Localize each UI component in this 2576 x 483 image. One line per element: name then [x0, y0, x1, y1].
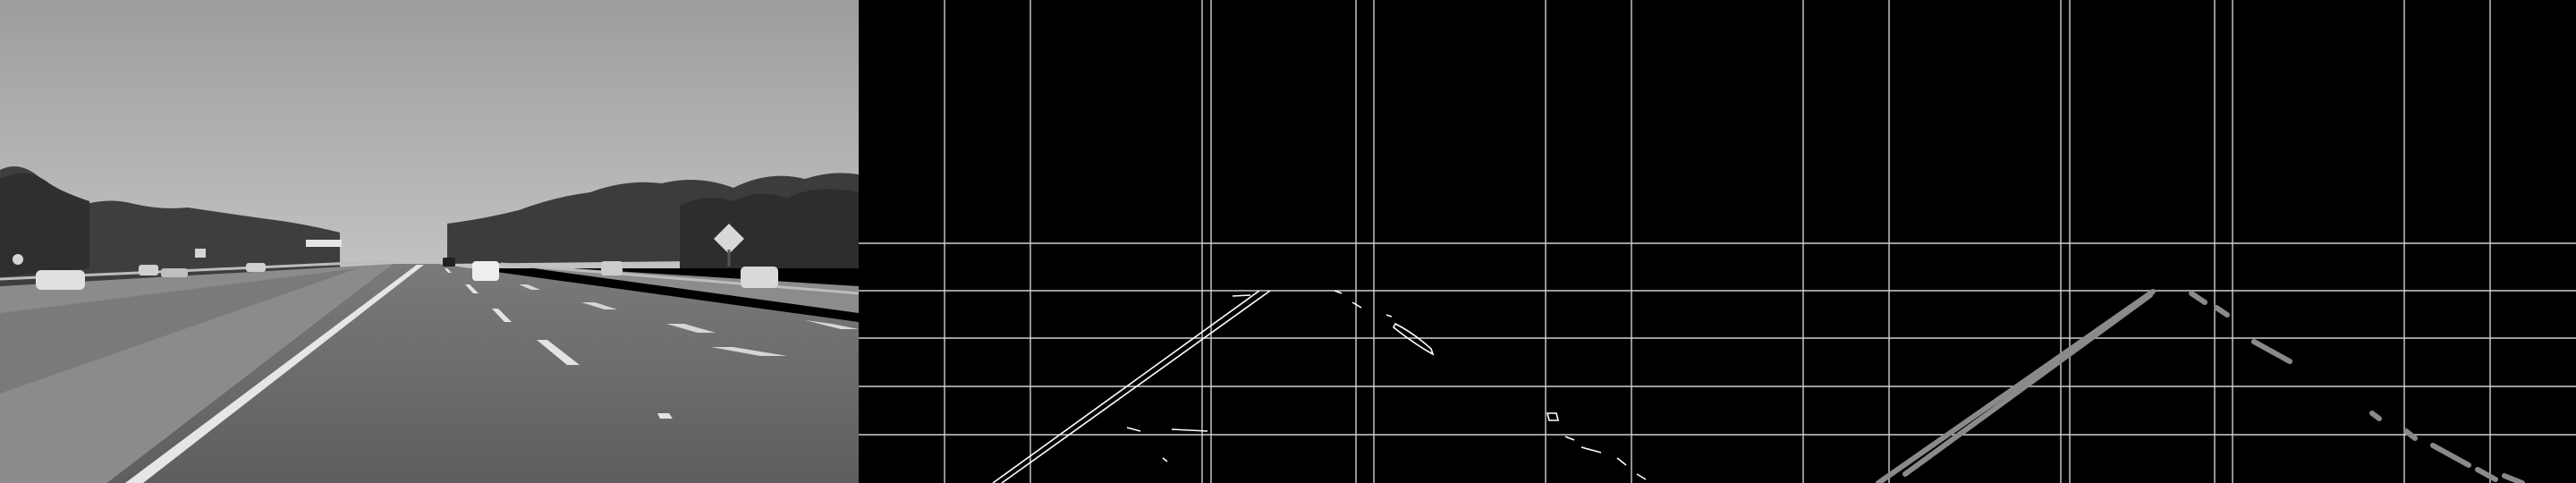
road-surface: [107, 264, 859, 483]
overhead-sign: [306, 240, 342, 247]
hough-lines-image: [1717, 0, 2576, 483]
hough-lines-panel: [1717, 0, 2576, 483]
detected-lane-lines: [1876, 289, 2525, 483]
right-guardrail: [500, 262, 859, 295]
right-lane-dashes: [445, 268, 673, 419]
vehicles: [36, 258, 778, 290]
edge-contours: [992, 290, 1647, 483]
far-lane-dashes: [519, 284, 859, 356]
grayscale-road-panel: [0, 0, 859, 483]
grid-overlay: [859, 0, 1717, 483]
right-shoulder: [501, 264, 859, 313]
grayscale-road-image: [0, 0, 859, 483]
grid-overlay-2: [1717, 0, 2576, 483]
left-lane-line: [125, 265, 424, 483]
canny-edges-panel: [859, 0, 1717, 483]
canny-edges-image: [859, 0, 1717, 483]
